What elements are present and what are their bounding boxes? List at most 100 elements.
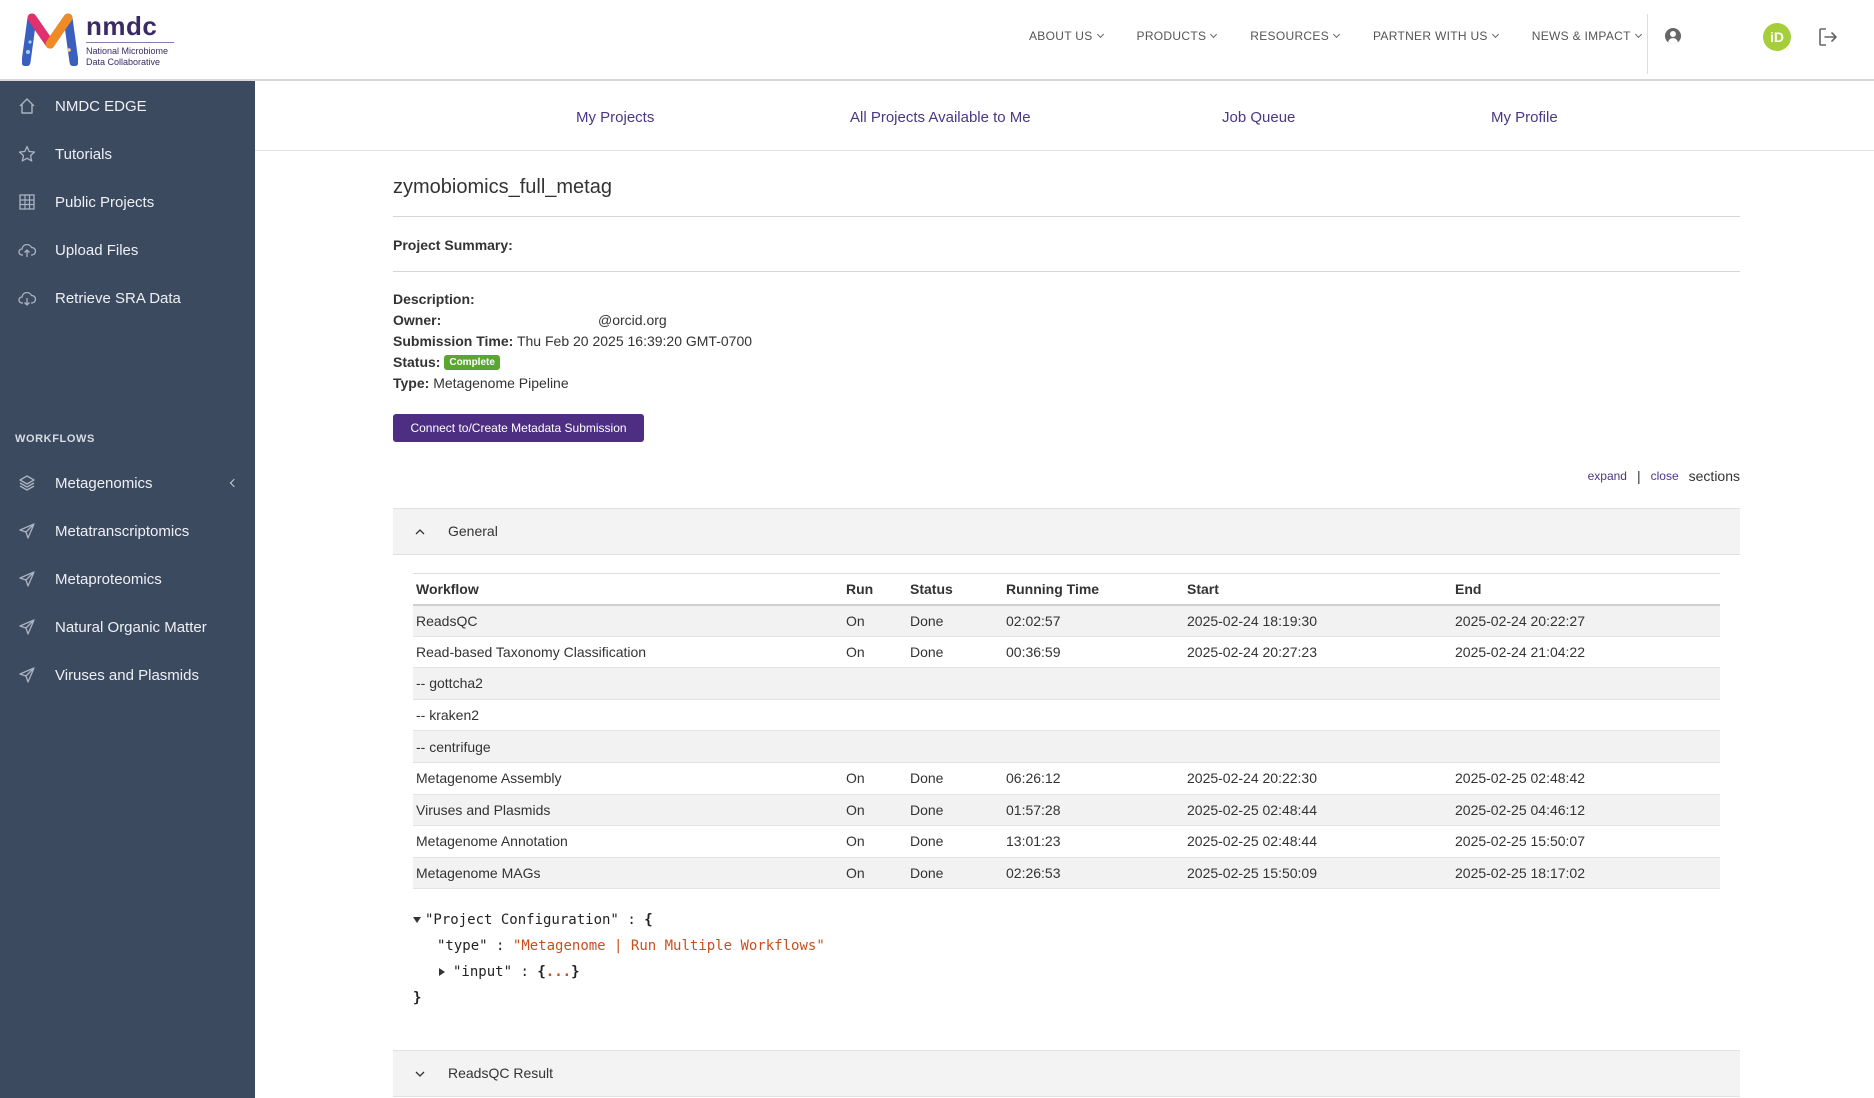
json-open-brace: {: [644, 912, 653, 928]
orcid-icon[interactable]: iD: [1763, 23, 1791, 51]
sidebar-item-label: Metagenomics: [55, 474, 153, 492]
status-label: Status:: [393, 354, 441, 370]
json-collapsed-ellipsis[interactable]: ...: [545, 964, 572, 980]
logo-subtitle-1: National Microbiome: [86, 46, 169, 56]
sidebar-item-label: Natural Organic Matter: [55, 618, 207, 636]
chevron-up-icon: [415, 529, 425, 535]
chevron-left-icon[interactable]: [229, 478, 239, 488]
cell-end: 2025-02-25 15:50:07: [1452, 825, 1720, 858]
cell-status: [907, 699, 1003, 732]
general-panel-header[interactable]: General: [393, 508, 1740, 555]
nav-partner-label: PARTNER WITH US: [1373, 29, 1488, 43]
nav-resources[interactable]: RESOURCES: [1250, 29, 1341, 43]
cell-status: Done: [907, 636, 1003, 669]
json-type-line: "type" : "Metagenome | Run Multiple Work…: [413, 933, 825, 959]
cell-run: On: [843, 857, 907, 890]
cell-running-time: 02:02:57: [1003, 604, 1184, 637]
layers-icon: [19, 475, 35, 491]
sidebar-item-metatranscriptomics[interactable]: Metatranscriptomics: [0, 511, 255, 551]
cell-end: 2025-02-24 21:04:22: [1452, 636, 1720, 669]
tab-job-queue[interactable]: Job Queue: [1222, 109, 1296, 126]
cell-start: 2025-02-25 15:50:09: [1184, 857, 1452, 890]
sidebar-item-upload-files[interactable]: Upload Files: [0, 230, 255, 270]
col-end: End: [1452, 573, 1720, 606]
table-row: ReadsQC On Done 02:02:57 2025-02-24 18:19:30…: [413, 604, 1720, 637]
type-label: Type:: [393, 375, 430, 391]
logo-text: nmdc National Microbiome Data Collaborat…: [86, 12, 174, 68]
sidebar-item-public-projects[interactable]: Public Projects: [0, 182, 255, 222]
cell-status: Done: [907, 825, 1003, 858]
sidebar-item-metagenomics[interactable]: Metagenomics: [0, 463, 255, 503]
nav-news-impact[interactable]: NEWS & IMPACT: [1531, 29, 1642, 43]
cell-workflow: -- gottcha2: [413, 667, 843, 700]
json-input-close: }: [571, 964, 580, 980]
cell-running-time: [1003, 667, 1184, 700]
cell-running-time: 01:57:28: [1003, 794, 1184, 827]
cell-run: On: [843, 825, 907, 858]
nmdc-logo[interactable]: nmdc National Microbiome Data Collaborat…: [22, 12, 182, 68]
readsqc-panel-title: ReadsQC Result: [448, 1065, 554, 1081]
json-close-brace: }: [413, 990, 422, 1006]
cell-run: [843, 730, 907, 763]
cell-end: 2025-02-25 02:48:42: [1452, 762, 1720, 795]
cell-workflow: -- kraken2: [413, 699, 843, 732]
json-type-key: "type": [437, 938, 488, 954]
sidebar-item-tutorials[interactable]: Tutorials: [0, 134, 255, 174]
close-sections-link[interactable]: close: [1650, 469, 1679, 483]
json-root-key: "Project Configuration": [425, 912, 619, 928]
owner-label: Owner:: [393, 312, 442, 328]
star-icon: [18, 145, 36, 162]
nav-partner-with-us[interactable]: PARTNER WITH US: [1373, 29, 1499, 43]
col-run: Run: [843, 573, 907, 606]
submission-value: Thu Feb 20 2025 16:39:20 GMT-0700: [516, 333, 753, 349]
send-icon: [19, 667, 35, 683]
cloud-upload-icon: [18, 243, 36, 257]
user-circle-icon[interactable]: [1665, 28, 1681, 44]
readsqc-panel-header[interactable]: ReadsQC Result: [393, 1050, 1740, 1097]
tab-my-projects[interactable]: My Projects: [576, 109, 655, 126]
chevron-down-icon: [1332, 30, 1341, 38]
json-input-line[interactable]: "input" : {...}: [413, 959, 825, 985]
cell-running-time: 02:26:53: [1003, 857, 1184, 890]
cloud-download-icon: [18, 291, 36, 306]
expand-sections-link[interactable]: expand: [1587, 469, 1627, 483]
description-row: Description:: [393, 291, 475, 307]
sidebar-item-label: NMDC EDGE: [55, 97, 147, 115]
sidebar-item-metaproteomics[interactable]: Metaproteomics: [0, 559, 255, 599]
top-nav: ABOUT US PRODUCTS RESOURCES PARTNER WITH…: [1029, 29, 1675, 43]
nmdc-logo-mark: [22, 13, 78, 66]
cell-end: [1452, 667, 1720, 700]
col-start: Start: [1184, 573, 1452, 606]
caret-down-icon[interactable]: [413, 917, 421, 923]
caret-right-icon[interactable]: [439, 968, 445, 976]
logout-icon[interactable]: [1817, 26, 1839, 48]
submission-label: Submission Time:: [393, 333, 514, 349]
sidebar-item-natural-organic-matter[interactable]: Natural Organic Matter: [0, 607, 255, 647]
cell-status: [907, 730, 1003, 763]
sidebar-item-viruses-plasmids[interactable]: Viruses and Plasmids: [0, 655, 255, 695]
general-panel-title: General: [448, 523, 498, 539]
nav-news-label: NEWS & IMPACT: [1531, 29, 1631, 43]
logo-divider: [86, 42, 174, 43]
table-row: Metagenome Assembly On Done 06:26:12 2025-02…: [413, 762, 1720, 795]
owner-row: Owner: @orcid.org: [393, 312, 667, 328]
cell-workflow: ReadsQC: [413, 604, 843, 637]
cell-start: [1184, 667, 1452, 700]
cell-running-time: 00:36:59: [1003, 636, 1184, 669]
cell-run: On: [843, 604, 907, 637]
sidebar-item-retrieve-sra[interactable]: Retrieve SRA Data: [0, 278, 255, 318]
cell-run: [843, 699, 907, 732]
sidebar-item-nmdc-edge[interactable]: NMDC EDGE: [0, 86, 255, 126]
chevron-down-icon: [1210, 30, 1218, 38]
json-root-line[interactable]: "Project Configuration" : {: [413, 907, 825, 933]
tab-all-projects[interactable]: All Projects Available to Me: [850, 109, 1031, 126]
page-title: zymobiomics_full_metag: [393, 176, 612, 198]
nav-products[interactable]: PRODUCTS: [1137, 29, 1218, 43]
cell-workflow: -- centrifuge: [413, 730, 843, 763]
connect-metadata-button[interactable]: Connect to/Create Metadata Submission: [393, 414, 644, 442]
cell-start: 2025-02-24 18:19:30: [1184, 604, 1452, 637]
cell-start: 2025-02-25 02:48:44: [1184, 825, 1452, 858]
tab-my-profile[interactable]: My Profile: [1491, 109, 1558, 126]
workflows-section-title: WORKFLOWS: [15, 433, 95, 445]
nav-about-us[interactable]: ABOUT US: [1029, 29, 1104, 43]
